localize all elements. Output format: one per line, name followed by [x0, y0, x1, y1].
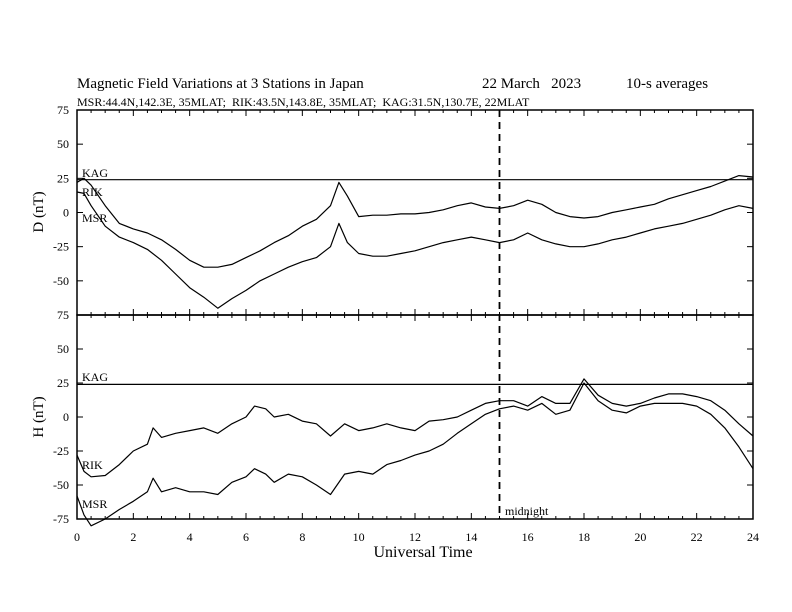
x-tick-label: 24 — [747, 530, 759, 544]
x-tick-label: 22 — [691, 530, 703, 544]
d-axis-label: D (nT) — [31, 191, 47, 232]
midnight-label: midnight — [505, 504, 549, 518]
d-series-rik — [76, 175, 754, 268]
h-ytick-label: -25 — [53, 444, 69, 458]
chart-title: Magnetic Field Variations at 3 Stations … — [77, 76, 364, 92]
h-axis-label: H (nT) — [31, 396, 47, 437]
d-series-msr — [76, 191, 754, 309]
station-coordinates: MSR:44.4N,142.3E, 35MLAT; RIK:43.5N,143.… — [77, 95, 530, 109]
x-tick-label: 6 — [243, 530, 249, 544]
x-tick-label: 16 — [522, 530, 534, 544]
h-series-rik — [76, 378, 754, 478]
x-tick-label: 20 — [634, 530, 646, 544]
h-label-rik: RIK — [82, 458, 103, 472]
d-ytick-label: -25 — [53, 240, 69, 254]
x-tick-label: 0 — [74, 530, 80, 544]
x-tick-label: 2 — [130, 530, 136, 544]
x-tick-label: 14 — [465, 530, 477, 544]
d-label-kag: KAG — [82, 166, 108, 180]
h-label-msr: MSR — [82, 497, 107, 511]
h-ytick-label: -75 — [53, 512, 69, 526]
x-tick-label: 12 — [409, 530, 421, 544]
h-series-msr — [76, 382, 754, 527]
x-tick-label: 10 — [353, 530, 365, 544]
chart-date: 22 March 2023 — [482, 76, 581, 92]
h-ytick-label: 75 — [57, 308, 69, 322]
d-ytick-label: 50 — [57, 137, 69, 151]
h-ytick-label: 25 — [57, 376, 69, 390]
d-label-msr: MSR — [82, 211, 107, 225]
h-ytick-label: -50 — [53, 478, 69, 492]
h-ytick-label: 50 — [57, 342, 69, 356]
chart-averaging: 10-s averages — [626, 76, 708, 92]
h-label-kag: KAG — [82, 370, 108, 384]
x-axis-label: Universal Time — [373, 544, 472, 561]
d-panel-frame — [76, 109, 754, 316]
x-tick-label: 4 — [187, 530, 193, 544]
d-ytick-label: -50 — [53, 274, 69, 288]
x-tick-label: 8 — [299, 530, 305, 544]
x-tick-label: 18 — [578, 530, 590, 544]
h-ytick-label: 0 — [63, 410, 69, 424]
d-ytick-label: 0 — [63, 206, 69, 220]
d-ytick-label: 25 — [57, 171, 69, 185]
d-ytick-label: 75 — [57, 103, 69, 117]
